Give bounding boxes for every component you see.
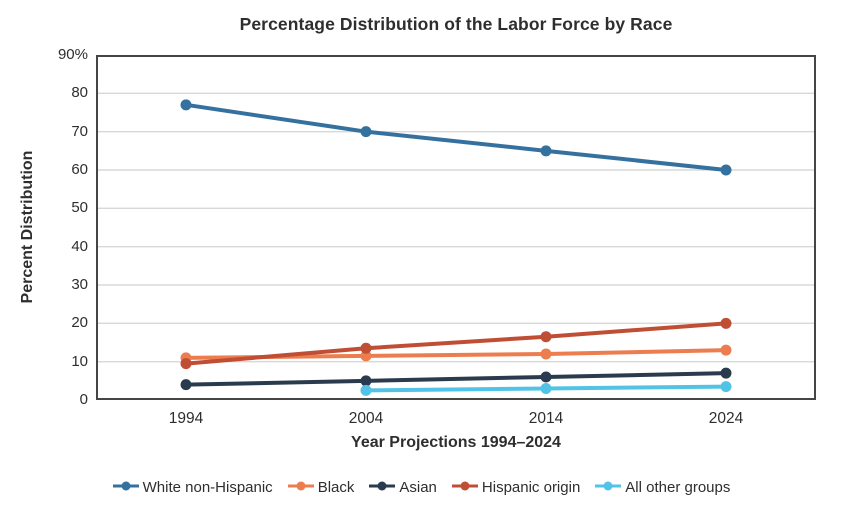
legend-item-black: Black — [287, 479, 355, 496]
legend-marker-icon — [368, 479, 396, 496]
y-tick-label: 60 — [71, 161, 88, 178]
legend-item-hispanic-origin: Hispanic origin — [451, 479, 580, 496]
data-point-white-non-hispanic — [180, 99, 192, 111]
legend-label: White non-Hispanic — [142, 479, 273, 496]
data-point-hispanic-origin — [540, 331, 552, 343]
data-point-white-non-hispanic — [720, 164, 732, 176]
series-line-asian — [184, 371, 728, 387]
legend-marker-icon — [594, 479, 622, 496]
legend-marker-icon — [112, 479, 140, 496]
y-tick-label: 20 — [71, 314, 88, 332]
legend: White non-Hispanic Black Asian Hispanic ori… — [0, 479, 842, 496]
legend-marker-icon — [451, 479, 479, 496]
data-point-white-non-hispanic — [360, 126, 372, 138]
legend-label: Hispanic origin — [481, 479, 581, 496]
plot-area — [96, 55, 816, 400]
legend-item-white-non-hispanic: White non-Hispanic — [112, 479, 273, 496]
series-line-white-non-hispanic — [184, 102, 728, 172]
x-tick-label: 2004 — [348, 410, 384, 427]
y-tick-label: 80 — [71, 84, 88, 102]
series-line-hispanic-origin — [184, 321, 728, 366]
y-tick-label: 50 — [71, 199, 88, 217]
legend-marker-icon — [287, 479, 315, 496]
data-point-asian — [180, 379, 192, 391]
data-point-black — [360, 350, 372, 362]
data-point-asian — [360, 375, 372, 387]
x-tick-label: 2024 — [708, 410, 744, 427]
data-point-hispanic-origin — [360, 342, 372, 354]
y-tick-label: 70 — [71, 122, 88, 140]
data-point-black — [720, 344, 732, 356]
legend-item-asian: Asian — [368, 479, 437, 496]
y-tick-label: 90% — [57, 46, 88, 63]
legend-label: All other groups — [625, 479, 731, 496]
y-tick-label: 40 — [71, 237, 88, 255]
data-point-all-other-groups — [540, 383, 552, 394]
data-point-asian — [720, 367, 732, 379]
y-tick-label: 0 — [79, 391, 88, 408]
legend-item-all-other-groups: All other groups — [594, 479, 730, 496]
plot-frame — [96, 55, 816, 400]
x-tick-label: 2014 — [528, 410, 564, 427]
y-tick-label: 10 — [71, 352, 88, 370]
legend-label: Black — [317, 479, 355, 496]
data-point-all-other-groups — [720, 381, 732, 393]
y-tick-label: 30 — [71, 276, 88, 293]
data-point-all-other-groups — [360, 384, 372, 396]
data-point-white-non-hispanic — [540, 145, 552, 157]
chart-title: Percentage Distribution of the Labor For… — [239, 14, 673, 34]
data-point-asian — [540, 371, 552, 383]
legend-label: Asian — [399, 479, 437, 496]
x-axis-title: Year Projections 1994–2024 — [351, 434, 561, 451]
data-point-hispanic-origin — [180, 358, 192, 370]
data-point-hispanic-origin — [720, 317, 732, 329]
x-tick-label: 1994 — [168, 410, 204, 427]
plot-canvas — [96, 55, 816, 400]
data-point-black — [540, 348, 552, 360]
